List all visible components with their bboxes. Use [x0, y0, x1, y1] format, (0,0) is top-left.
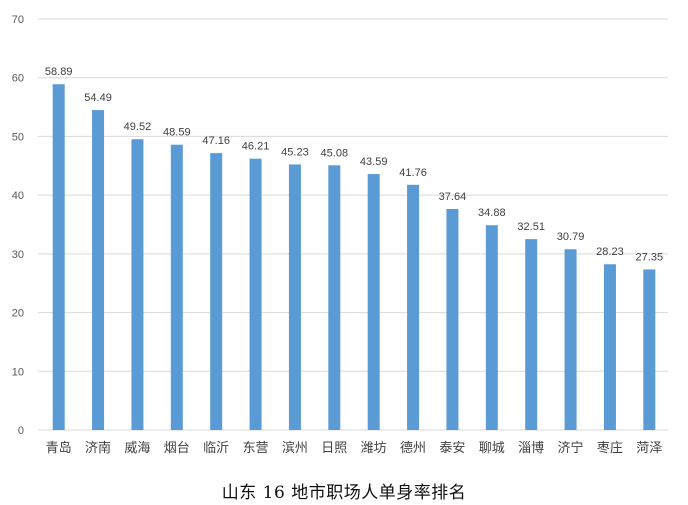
bar	[328, 165, 341, 431]
category-label: 青岛	[46, 440, 72, 456]
data-label: 27.35	[636, 251, 664, 263]
y-tick-label: 0	[18, 425, 24, 437]
category-label: 潍坊	[361, 441, 387, 456]
bar	[643, 269, 656, 430]
bar	[210, 153, 223, 430]
y-tick-label: 20	[12, 308, 24, 320]
bar	[170, 144, 183, 431]
data-label: 48.59	[163, 127, 191, 139]
data-label: 34.88	[478, 207, 506, 219]
bar	[249, 158, 262, 431]
x-axis-categories: 青岛 济南 威海 烟台 临沂 东营 滨州 日照 潍坊 德州 泰安 聊城 淄博 济宁 枣庄 菏泽	[46, 440, 663, 456]
data-label: 37.64	[439, 191, 467, 203]
category-label: 德州	[400, 441, 426, 456]
y-tick-label: 70	[12, 14, 24, 26]
bar	[564, 249, 577, 430]
bar	[92, 110, 105, 430]
bar	[131, 139, 144, 430]
category-label: 烟台	[164, 441, 190, 456]
y-tick-label: 10	[12, 366, 24, 378]
category-label: 东营	[243, 441, 269, 456]
y-tick-label: 50	[12, 131, 24, 143]
data-label: 43.59	[360, 156, 388, 168]
category-label: 济宁	[558, 440, 584, 456]
bar-chart: 0 10 20 30 40 50 60 70 58.89 54.49 49.52 48.59 47.1…	[12, 14, 668, 456]
chart-caption: 山东 16 地市职场人单身率排名	[221, 483, 467, 503]
data-label: 30.79	[557, 231, 585, 243]
y-tick-label: 30	[12, 249, 24, 261]
category-label: 威海	[124, 441, 150, 456]
data-label: 32.51	[517, 221, 545, 233]
data-label: 41.76	[399, 167, 427, 179]
bar	[446, 208, 459, 430]
data-label: 46.21	[242, 141, 270, 153]
data-labels: 58.89 54.49 49.52 48.59 47.16 46.21 45.23 45.08…	[45, 66, 663, 263]
data-label: 49.52	[124, 121, 152, 133]
bar	[485, 225, 498, 430]
bars	[52, 84, 656, 431]
data-label: 45.08	[321, 147, 349, 159]
y-tick-label: 40	[12, 190, 24, 202]
y-axis-ticks: 0 10 20 30 40 50 60 70	[12, 14, 24, 437]
bar	[367, 174, 380, 430]
data-label: 54.49	[84, 92, 112, 104]
bar	[525, 239, 538, 430]
category-label: 枣庄	[597, 440, 623, 456]
data-label: 47.16	[202, 135, 230, 147]
data-label: 28.23	[596, 246, 624, 258]
bar	[52, 84, 65, 431]
category-label: 聊城	[479, 441, 505, 456]
bar	[407, 184, 420, 430]
data-label: 45.23	[281, 146, 309, 158]
category-label: 菏泽	[636, 441, 662, 456]
category-label: 济南	[85, 440, 111, 456]
data-label: 58.89	[45, 66, 73, 78]
category-label: 淄博	[518, 441, 544, 456]
category-label: 滨州	[282, 440, 308, 456]
bar	[603, 264, 616, 430]
bar	[288, 164, 301, 430]
category-label: 临沂	[203, 441, 229, 456]
category-label: 泰安	[439, 441, 465, 456]
category-label: 日照	[321, 441, 347, 456]
y-tick-label: 60	[12, 73, 24, 85]
